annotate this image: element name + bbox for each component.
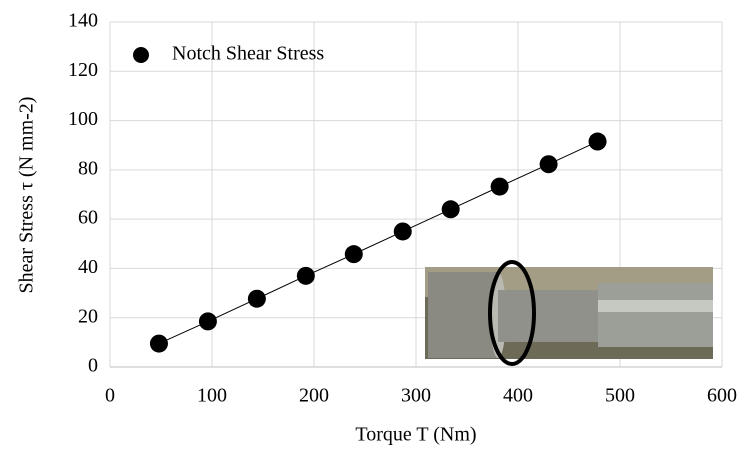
series-line bbox=[158, 141, 598, 345]
x-tick-label: 600 bbox=[707, 385, 737, 407]
y-tick-label: 40 bbox=[78, 256, 98, 278]
data-point bbox=[247, 289, 266, 308]
data-point bbox=[490, 177, 509, 196]
data-point bbox=[296, 266, 315, 285]
data-point bbox=[393, 222, 412, 241]
shaft-notch bbox=[498, 290, 598, 342]
y-tick-label: 140 bbox=[68, 10, 98, 32]
legend-label: Notch Shear Stress bbox=[172, 43, 324, 65]
x-tick-label: 500 bbox=[605, 385, 635, 407]
legend-marker bbox=[133, 47, 149, 63]
data-point bbox=[539, 155, 558, 174]
data-point bbox=[344, 245, 363, 264]
y-tick-label: 80 bbox=[78, 157, 98, 179]
y-tick-label: 20 bbox=[78, 305, 98, 327]
notch-circle bbox=[488, 260, 536, 366]
shaft-left bbox=[428, 272, 498, 358]
y-tick-label: 100 bbox=[68, 108, 98, 130]
data-point bbox=[198, 312, 217, 331]
inset-photo bbox=[425, 260, 713, 366]
shaft-right bbox=[598, 283, 713, 347]
x-tick-label: 0 bbox=[105, 385, 115, 407]
shaft-highlight bbox=[598, 300, 713, 312]
data-point bbox=[441, 200, 460, 219]
x-tick-label: 100 bbox=[197, 385, 227, 407]
y-tick-label: 120 bbox=[68, 59, 98, 81]
y-axis-label: Shear Stress τ (N mm-2) bbox=[16, 97, 38, 294]
x-tick-label: 300 bbox=[401, 385, 431, 407]
x-tick-label: 200 bbox=[299, 385, 329, 407]
x-axis-label: Torque T (Nm) bbox=[355, 424, 476, 446]
y-tick-label: 60 bbox=[78, 207, 98, 229]
data-point bbox=[149, 334, 168, 353]
data-point bbox=[588, 132, 607, 151]
x-tick-label: 400 bbox=[503, 385, 533, 407]
y-tick-label: 0 bbox=[88, 355, 98, 377]
